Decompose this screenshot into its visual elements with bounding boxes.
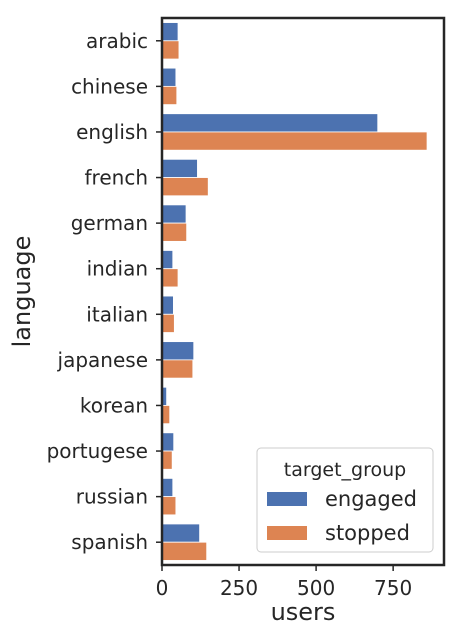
bar-german-stopped [161, 222, 188, 242]
bar-english-stopped [161, 131, 428, 151]
bar-french-engaged [161, 158, 198, 178]
y-tick-label-spanish: spanish [71, 530, 148, 554]
x-tick-label: 250 [220, 576, 258, 600]
y-tick-label-chinese: chinese [71, 74, 148, 98]
y-tick-label-italian: italian [86, 302, 148, 326]
bar-english-engaged [161, 113, 379, 133]
y-tick-label-korean: korean [80, 393, 148, 417]
bar-italian-stopped [161, 313, 175, 333]
legend-label-stopped: stopped [325, 521, 410, 545]
bar-japanese-stopped [161, 359, 194, 379]
y-tick-label-russian: russian [76, 485, 148, 509]
y-tick-label-portugese: portugese [47, 439, 148, 463]
bar-arabic-stopped [161, 40, 180, 60]
x-tick-label: 500 [297, 576, 335, 600]
y-tick-label-arabic: arabic [86, 29, 148, 53]
bar-portugese-stopped [161, 450, 173, 470]
bar-indian-stopped [161, 268, 179, 288]
y-tick-label-japanese: japanese [57, 348, 148, 372]
bar-arabic-engaged [161, 22, 179, 42]
legend-title: target_group [284, 459, 406, 481]
y-tick-label-german: german [71, 211, 148, 235]
legend-swatch-stopped [267, 526, 307, 540]
plot-frame [160, 16, 446, 567]
legend-items: engaged stopped [267, 487, 417, 545]
bar-french-stopped [161, 177, 209, 197]
y-tick-label-indian: indian [87, 257, 148, 281]
legend-label-engaged: engaged [325, 487, 417, 511]
x-axis-label: users [271, 598, 336, 626]
bar-portugese-engaged [161, 432, 175, 452]
bar-spanish-engaged [161, 523, 200, 543]
x-axis-ticks: 0 250 500 750 [156, 565, 412, 600]
bar-russian-stopped [161, 496, 177, 516]
legend-swatch-engaged [267, 492, 307, 506]
bar-chinese-stopped [161, 85, 178, 106]
bar-indian-engaged [161, 250, 174, 270]
legend: target_group engaged stopped [256, 447, 434, 553]
x-tick-label: 750 [374, 576, 412, 600]
y-axis-ticks: arabic chinese english french german indian it… [47, 29, 162, 554]
x-tick-label: 0 [156, 576, 169, 600]
bar-russian-engaged [161, 477, 174, 498]
bar-chinese-engaged [161, 67, 177, 87]
bar-italian-engaged [161, 295, 174, 315]
y-axis-label: language [8, 236, 36, 348]
y-tick-label-french: french [85, 166, 148, 190]
bar-spanish-stopped [161, 541, 208, 561]
bar-german-engaged [161, 204, 187, 224]
y-tick-label-english: english [76, 120, 148, 144]
bar-japanese-engaged [161, 341, 195, 361]
